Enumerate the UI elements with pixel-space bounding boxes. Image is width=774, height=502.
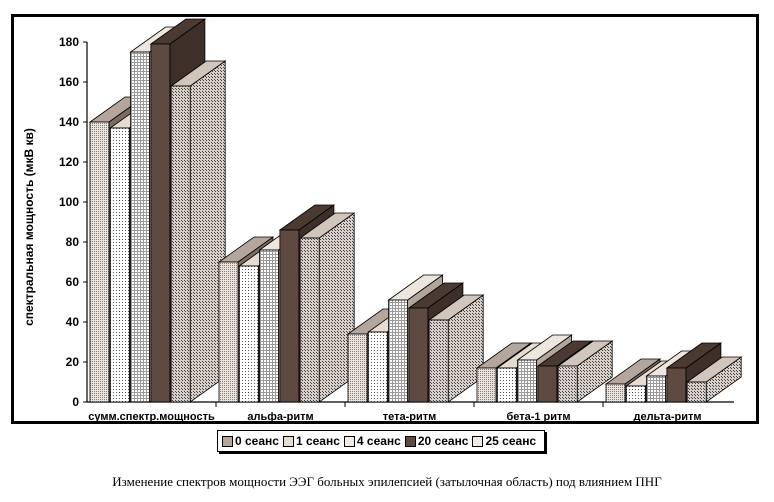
y-axis-label: спектральная мощность (мкВ кв) [22, 128, 36, 326]
legend-swatch [222, 435, 233, 447]
y-tick-label: 100 [59, 195, 79, 209]
legend-swatch [282, 435, 294, 447]
bar [347, 333, 368, 403]
bar [367, 331, 388, 403]
bar [218, 261, 239, 403]
y-tick-label: 0 [72, 395, 79, 409]
bar [646, 375, 666, 403]
y-tick-label: 160 [59, 75, 79, 89]
chart-plot: 0 20 40 60 80 100 120 140 160 180 сумм.спектр.мощн… [22, 18, 743, 421]
legend-swatch [404, 435, 416, 447]
x-tick-label: альфа-ритм [247, 411, 313, 421]
bar [150, 43, 171, 403]
y-tick-label: 120 [59, 155, 79, 169]
bar [557, 365, 578, 403]
legend-item: 1 сеанс [282, 434, 340, 448]
legend: 0 сеанс 1 сеанс 4 сеанс 20 сеанс 25 сеанс [217, 430, 546, 452]
legend-label: 20 сеанс [417, 434, 469, 448]
x-tick-label: тета-ритм [383, 411, 437, 421]
bar [686, 381, 707, 403]
labels: 0 20 40 60 80 100 120 140 160 180 сумм.спектр.мощн… [59, 35, 702, 421]
bar [408, 307, 429, 403]
chart-frame: 0 20 40 60 80 100 120 140 160 180 сумм.спектр.мощн… [11, 14, 759, 424]
y-tick-label: 20 [66, 355, 80, 369]
legend-swatch [472, 435, 484, 447]
bar [109, 127, 130, 403]
legend-item: 4 сеанс [343, 434, 401, 448]
legend-item: 25 сеанс [472, 434, 536, 448]
chart-caption: Изменение спектров мощности ЭЭГ больных … [112, 474, 662, 489]
bar [476, 367, 497, 403]
x-tick-label: бета-1 ритм [506, 411, 570, 421]
y-tick-label: 180 [59, 35, 79, 49]
bar [299, 237, 320, 403]
y-tick-label: 60 [66, 275, 80, 289]
bar [89, 121, 110, 403]
bar [259, 249, 280, 403]
legend-swatch [343, 435, 355, 447]
x-tick-label: дельта-ритм [633, 411, 701, 421]
legend-label: 0 сеанс [235, 434, 279, 448]
bar [130, 51, 150, 403]
bar [605, 383, 626, 403]
bar [428, 319, 449, 403]
y-tick-label: 80 [66, 235, 80, 249]
y-tick-label: 40 [66, 315, 80, 329]
bar [666, 367, 687, 403]
bar [388, 299, 409, 403]
bar [170, 85, 191, 403]
legend-label: 4 сеанс [356, 434, 401, 448]
bar [537, 365, 558, 403]
y-tick-label: 140 [59, 115, 79, 129]
bar [625, 385, 646, 403]
bar [496, 367, 517, 403]
x-tick-label: сумм.спектр.мощность [88, 411, 215, 421]
legend-label: 25 сеанс [485, 434, 537, 448]
legend-item: 0 сеанс [222, 434, 279, 448]
legend-label: 1 сеанс [295, 434, 340, 448]
bar [238, 265, 259, 403]
bar [517, 359, 538, 403]
bars [88, 18, 743, 403]
legend-item: 20 сеанс [404, 434, 469, 448]
bar [279, 229, 300, 403]
